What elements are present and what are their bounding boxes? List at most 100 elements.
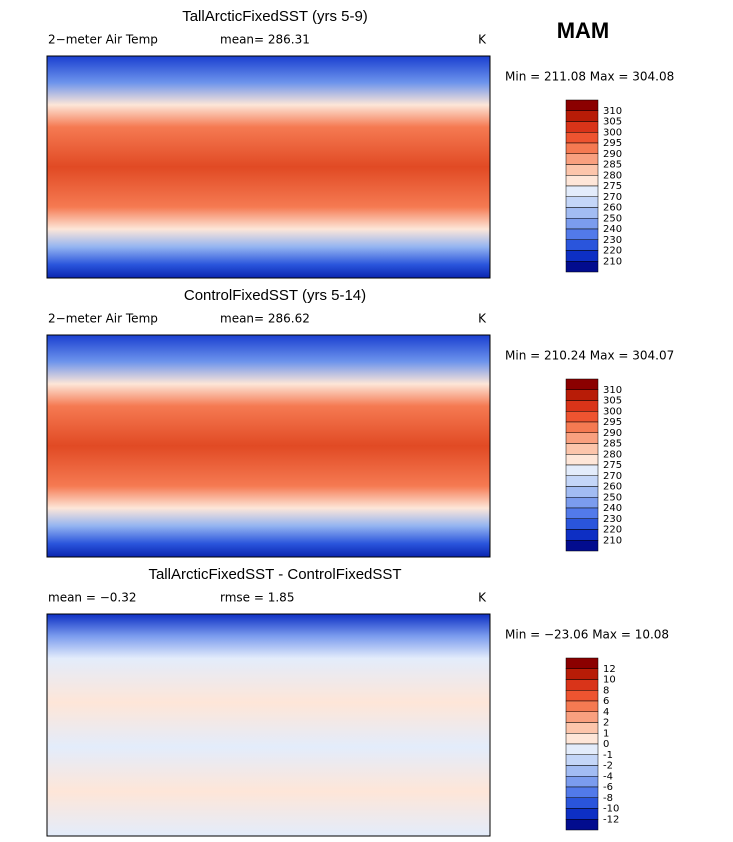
colorbar-label: 240	[603, 503, 622, 514]
colorbar-label: -4	[603, 771, 613, 782]
map	[46, 334, 491, 558]
colorbar-label: 10	[603, 675, 616, 686]
color-box	[565, 711, 599, 723]
colorbar-label: 6	[603, 696, 609, 707]
color-box	[565, 786, 599, 798]
colorbar-label: 210	[603, 256, 622, 267]
color-box	[565, 207, 599, 219]
panel-title: TallArcticFixedSST (yrs 5-9)	[182, 8, 368, 25]
colorbar-label: 270	[603, 471, 622, 482]
units: K	[478, 33, 487, 47]
colorbar-label: 280	[603, 170, 622, 181]
panel-title: TallArcticFixedSST - ControlFixedSST	[148, 566, 401, 583]
color-box	[565, 400, 599, 412]
color-box	[565, 497, 599, 509]
color-box	[565, 700, 599, 712]
colorbar-label: 250	[603, 492, 622, 503]
color-box	[565, 443, 599, 455]
colorbar-label: 220	[603, 525, 622, 536]
colorbar-label: 240	[603, 224, 622, 235]
colorbar-label: -10	[603, 804, 619, 815]
colorbar-label: -6	[603, 782, 613, 793]
units: K	[478, 312, 487, 326]
colorbar-label: 295	[603, 417, 622, 428]
color-box	[565, 733, 599, 745]
panel-title: ControlFixedSST (yrs 5-14)	[184, 287, 366, 304]
colorbar-label: 220	[603, 246, 622, 257]
color-box	[565, 142, 599, 154]
color-box	[565, 819, 599, 831]
colorbar-label: 230	[603, 514, 622, 525]
range: Min = −23.06 Max = 10.08	[505, 628, 669, 642]
color-box	[565, 228, 599, 240]
colorbar-label: 305	[603, 396, 622, 407]
color-box	[565, 765, 599, 777]
colorbar-label: 1	[603, 728, 609, 739]
colorbar-label: 300	[603, 406, 622, 417]
color-box	[565, 153, 599, 165]
colorbar-label: 8	[603, 685, 609, 696]
color-box	[565, 722, 599, 734]
color-box	[565, 464, 599, 476]
color-box	[565, 99, 599, 111]
color-box	[565, 679, 599, 691]
middle-label: mean= 286.31	[220, 33, 310, 47]
left-label: mean = −0.32	[48, 591, 137, 605]
color-box	[565, 421, 599, 433]
colorbar-label: 290	[603, 428, 622, 439]
color-box	[565, 110, 599, 122]
left-label: 2−meter Air Temp	[48, 33, 158, 47]
map	[46, 613, 491, 837]
color-box	[565, 507, 599, 519]
colorbar-label: -8	[603, 793, 613, 804]
colorbar-label: 2	[603, 718, 609, 729]
colorbar-label: 210	[603, 535, 622, 546]
units: K	[478, 591, 487, 605]
colorbar-label: -12	[603, 814, 619, 825]
range: Min = 210.24 Max = 304.07	[505, 349, 674, 363]
colorbar-label: 230	[603, 235, 622, 246]
color-box	[565, 218, 599, 230]
color-box	[565, 690, 599, 702]
color-box	[565, 175, 599, 187]
colorbar-label: 310	[603, 385, 622, 396]
color-box	[565, 389, 599, 401]
color-box	[565, 454, 599, 466]
colorbar-label: 310	[603, 106, 622, 117]
color-box	[565, 378, 599, 390]
middle-label: mean= 286.62	[220, 312, 310, 326]
color-box	[565, 540, 599, 552]
colorbar-label: 0	[603, 739, 609, 750]
color-box	[565, 196, 599, 208]
range: Min = 211.08 Max = 304.08	[505, 70, 674, 84]
left-label: 2−meter Air Temp	[48, 312, 158, 326]
colorbar-label: -2	[603, 761, 613, 772]
color-box	[565, 743, 599, 755]
colorbar-label: 305	[603, 117, 622, 128]
middle-label: rmse = 1.85	[220, 591, 294, 605]
color-box	[565, 185, 599, 197]
colorbar-label: 290	[603, 149, 622, 160]
color-box	[565, 668, 599, 680]
colorbar-label: -1	[603, 750, 613, 761]
colorbar-label: 300	[603, 127, 622, 138]
colorbar-label: 250	[603, 213, 622, 224]
color-box	[565, 518, 599, 530]
colorbar-label: 270	[603, 192, 622, 203]
color-box	[565, 132, 599, 144]
colorbar-label: 12	[603, 664, 616, 675]
colorbar-label: 260	[603, 482, 622, 493]
color-box	[565, 797, 599, 809]
colorbar-label: 285	[603, 439, 622, 450]
colorbar-label: 295	[603, 138, 622, 149]
color-box	[565, 657, 599, 669]
colorbar-label: 280	[603, 449, 622, 460]
color-box	[565, 808, 599, 820]
map	[46, 55, 491, 279]
color-box	[565, 239, 599, 251]
color-box	[565, 250, 599, 262]
color-box	[565, 411, 599, 423]
color-box	[565, 486, 599, 498]
